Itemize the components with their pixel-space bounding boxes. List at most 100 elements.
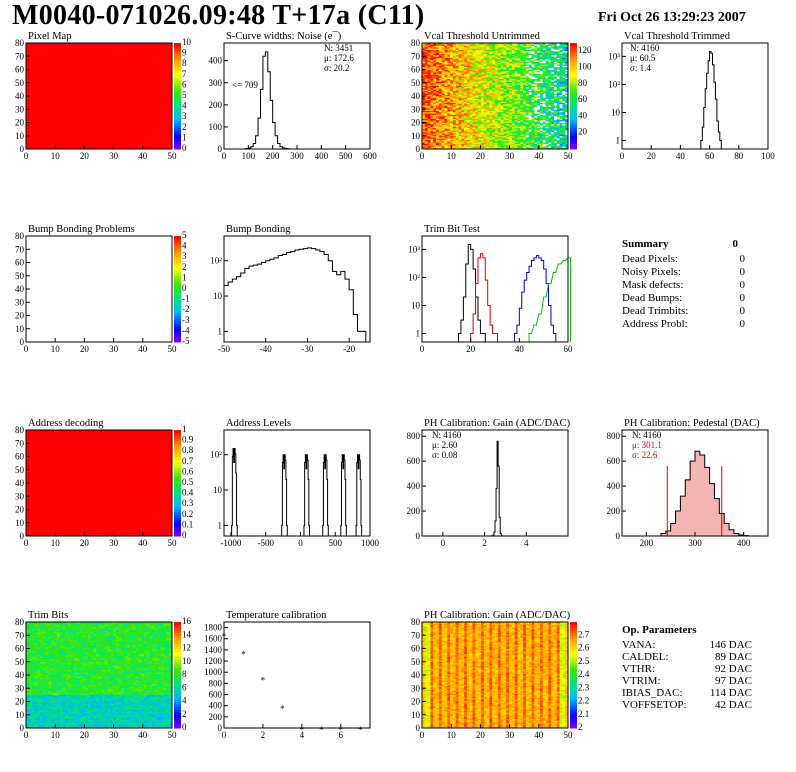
heatmap-cell [135, 125, 139, 127]
heatmap-cell [101, 131, 105, 134]
heatmap-cell [54, 118, 58, 121]
heatmap-cell [79, 60, 83, 62]
heatmap-cell [90, 82, 94, 85]
heatmap-cell [118, 110, 122, 113]
heatmap-cell [152, 109, 156, 111]
heatmap-cell [99, 135, 103, 138]
heatmap-cell [48, 81, 52, 84]
heatmap-cell [68, 64, 72, 66]
heatmap-cell [146, 146, 150, 148]
heatmap-cell [132, 103, 136, 106]
heatmap-cell [48, 61, 52, 64]
heatmap-cell [62, 131, 66, 134]
heatmap-cell [138, 62, 142, 65]
heatmap-cell [54, 142, 58, 144]
heatmap-cell [166, 90, 170, 93]
heatmap-cell [146, 142, 150, 144]
heatmap-cell [113, 68, 117, 70]
heatmap-cell [143, 76, 148, 78]
heatmap-cell [127, 139, 131, 142]
heatmap-cell [76, 66, 80, 69]
heatmap-cell [127, 107, 131, 110]
heatmap-cell [169, 94, 173, 97]
heatmap-cell [76, 65, 80, 68]
heatmap-cell [110, 109, 114, 111]
heatmap-cell [169, 80, 173, 82]
heatmap-cell [70, 97, 75, 99]
heatmap-cell [160, 119, 164, 122]
heatmap-cell [104, 88, 108, 90]
heatmap-cell [152, 141, 156, 143]
heatmap-cell [101, 98, 105, 101]
heatmap-cell [155, 139, 159, 142]
heatmap-cell [152, 129, 156, 131]
heatmap-cell [110, 113, 114, 115]
heatmap-cell [59, 123, 63, 126]
heatmap-cell [143, 141, 148, 143]
heatmap-cell [101, 121, 105, 123]
heatmap-cell [121, 131, 125, 134]
heatmap-cell [129, 72, 133, 74]
heatmap-cell [115, 86, 119, 89]
heatmap-cell [118, 86, 122, 89]
heatmap-cell [45, 135, 49, 138]
heatmap-cell [149, 129, 153, 131]
heatmap-cell [169, 107, 173, 110]
heatmap-cell [155, 69, 159, 72]
heatmap-cell [51, 141, 55, 143]
heatmap-cell [152, 85, 156, 88]
heatmap-cell [62, 145, 66, 147]
heatmap-cell [169, 69, 173, 72]
heatmap-cell [90, 147, 94, 150]
heatmap-cell [51, 76, 55, 78]
heatmap-cell [143, 89, 148, 91]
heatmap-cell [51, 122, 55, 125]
heatmap-cell [90, 101, 94, 103]
heatmap-cell [26, 69, 30, 72]
heatmap-cell [115, 121, 119, 123]
heatmap-cell [118, 98, 122, 101]
heatmap-cell [155, 110, 159, 113]
heatmap-cell [37, 125, 41, 127]
colorbar-label: 2 [182, 122, 187, 132]
heatmap-cell [79, 88, 83, 90]
heatmap-cell [45, 130, 49, 133]
heatmap-cell [157, 78, 162, 81]
heatmap-cell [113, 72, 117, 74]
heatmap-cell [26, 72, 30, 74]
heatmap-cell [59, 81, 63, 84]
heatmap-cell [160, 86, 164, 89]
heatmap-cell [118, 105, 122, 107]
heatmap-cell [124, 80, 128, 82]
heatmap-cell [166, 111, 170, 114]
heatmap-cell [99, 111, 103, 114]
heatmap-cell [113, 86, 117, 89]
heatmap-cell [28, 113, 32, 115]
heatmap-cell [115, 61, 119, 64]
x-tick-label: 20 [80, 151, 90, 161]
heatmap-cell [40, 86, 44, 89]
heatmap-cell [157, 94, 162, 97]
heatmap-cell [127, 64, 131, 66]
heatmap-cell [143, 66, 148, 69]
heatmap-cell [65, 130, 69, 133]
heatmap-cell [82, 85, 86, 88]
heatmap-cell [45, 134, 49, 137]
heatmap-cell [82, 110, 86, 113]
heatmap-cell [146, 113, 150, 115]
heatmap-cell [124, 146, 128, 148]
heatmap-cell [56, 141, 60, 143]
heatmap-cell [68, 123, 72, 126]
heatmap-cell [124, 138, 128, 141]
heatmap-cell [87, 133, 91, 135]
heatmap-cell [54, 134, 58, 137]
heatmap-cell [84, 125, 89, 127]
heatmap-cell [68, 77, 72, 80]
heatmap-cell [101, 85, 105, 88]
heatmap-cell [113, 102, 117, 105]
heatmap-cell [70, 111, 75, 114]
heatmap-cell [54, 122, 58, 125]
heatmap-cell [59, 89, 63, 91]
heatmap-cell [59, 84, 63, 86]
heatmap-cell [65, 126, 69, 129]
